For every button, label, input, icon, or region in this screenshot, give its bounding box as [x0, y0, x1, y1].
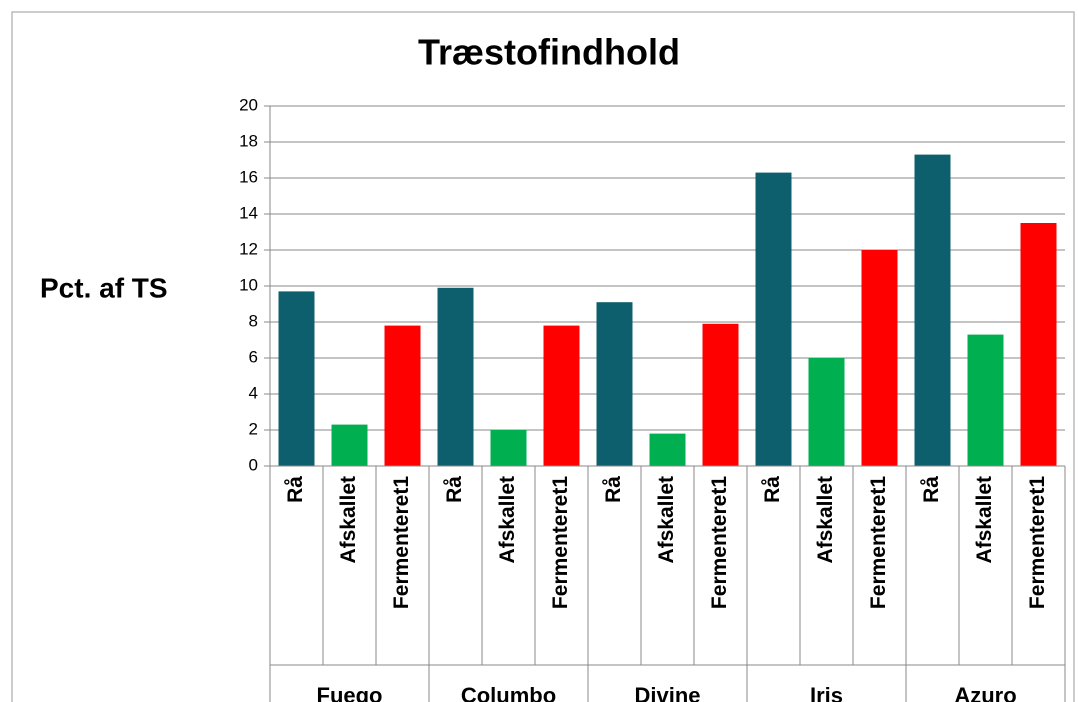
bar [808, 358, 845, 466]
bar [967, 334, 1004, 466]
group-label: Fuego [317, 683, 383, 702]
x-tick-label: Rå [443, 476, 466, 503]
x-tick-label: Afskallet [973, 476, 996, 564]
x-tick-label: Afskallet [655, 476, 678, 564]
y-tick-label: 18 [239, 131, 258, 150]
y-tick-label: 2 [249, 419, 258, 438]
bar [543, 325, 580, 466]
x-tick-label: Rå [602, 476, 625, 503]
x-tick-label: Afskallet [496, 476, 519, 564]
y-tick-label: 16 [239, 167, 258, 186]
x-tick-label: Rå [284, 476, 307, 503]
y-axis-label: Pct. af TS [40, 272, 168, 303]
x-tick-label: Afskallet [814, 476, 837, 564]
y-tick-label: 12 [239, 239, 258, 258]
group-label: Columbo [461, 683, 556, 702]
bar [490, 430, 527, 466]
x-tick-label: Fermenteret1 [549, 476, 572, 609]
chart-title: Træstofindhold [418, 32, 680, 73]
x-tick-label: Afskallet [337, 476, 360, 564]
bar [914, 154, 951, 466]
y-tick-label: 20 [239, 95, 258, 114]
bar [331, 424, 368, 466]
y-tick-label: 6 [249, 347, 258, 366]
bar [1020, 223, 1057, 466]
y-tick-label: 4 [249, 383, 258, 402]
group-label: Azuro [954, 683, 1016, 702]
bar [755, 172, 792, 466]
bar [278, 291, 315, 466]
x-tick-label: Rå [920, 476, 943, 503]
group-label: Divine [634, 683, 700, 702]
bar [384, 325, 421, 466]
y-tick-label: 8 [249, 311, 258, 330]
x-tick-label: Fermenteret1 [1026, 476, 1049, 609]
x-tick-label: Rå [761, 476, 784, 503]
bar [437, 287, 474, 466]
y-tick-label: 14 [239, 203, 258, 222]
bar [861, 250, 898, 466]
group-label: Iris [810, 683, 843, 702]
x-tick-label: Fermenteret1 [867, 476, 890, 609]
y-tick-label: 10 [239, 275, 258, 294]
bar [649, 433, 686, 466]
chart-border [11, 11, 1075, 702]
x-tick-label: Fermenteret1 [708, 476, 731, 609]
x-tick-label: Fermenteret1 [390, 476, 413, 609]
bar [596, 302, 633, 466]
y-tick-label: 0 [249, 455, 258, 474]
bar [702, 323, 739, 466]
